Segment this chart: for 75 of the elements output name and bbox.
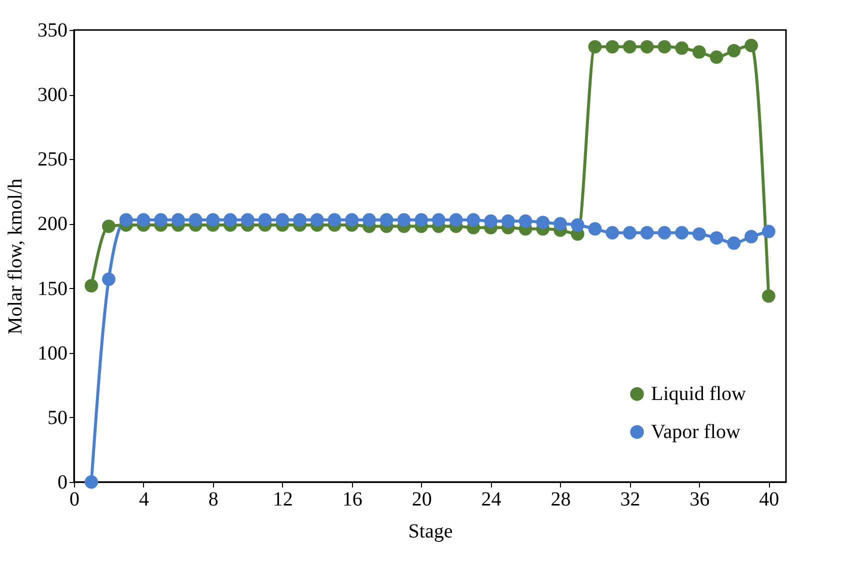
- point: [518, 214, 532, 228]
- point: [727, 236, 741, 250]
- point: [640, 226, 654, 240]
- x-tick-label: 32: [620, 488, 640, 510]
- y-tick-label: 100: [38, 342, 68, 364]
- x-axis-title: Stage: [408, 520, 453, 542]
- point: [102, 220, 116, 233]
- point: [675, 41, 689, 55]
- point: [640, 40, 654, 54]
- point: [710, 50, 724, 64]
- point: [744, 38, 758, 52]
- point: [362, 213, 376, 227]
- y-tick-label: 300: [38, 84, 68, 106]
- point: [188, 213, 202, 227]
- y-tick-label: 200: [38, 213, 68, 236]
- x-tick-label: 28: [550, 488, 571, 510]
- x-tick-label: 24: [481, 488, 502, 510]
- point: [449, 213, 463, 227]
- point: [588, 40, 602, 54]
- y-tick-label: 250: [38, 148, 68, 171]
- x-tick-label: 8: [208, 488, 218, 510]
- point: [258, 213, 272, 227]
- legend-label: Liquid flow: [651, 383, 747, 405]
- point: [276, 213, 290, 227]
- point: [84, 475, 98, 489]
- x-tick-label: 36: [690, 488, 710, 510]
- y-tick-label: 0: [58, 472, 68, 494]
- point: [762, 224, 776, 238]
- point: [397, 213, 411, 227]
- point: [484, 214, 498, 228]
- point: [171, 213, 185, 227]
- point: [432, 213, 446, 227]
- point: [119, 213, 133, 227]
- point: [675, 226, 689, 240]
- point: [710, 231, 724, 245]
- point: [536, 216, 550, 230]
- point: [501, 214, 515, 228]
- point: [240, 213, 254, 227]
- x-tick-label: 4: [138, 488, 149, 510]
- point: [658, 226, 672, 240]
- point: [692, 45, 706, 59]
- point: [588, 222, 602, 236]
- y-tick-label: 350: [38, 20, 68, 42]
- y-tick-label: 50: [48, 406, 68, 429]
- point: [466, 213, 480, 227]
- point: [414, 213, 428, 227]
- point: [154, 213, 168, 227]
- point: [206, 213, 220, 227]
- point: [554, 217, 567, 230]
- x-tick-label: 20: [412, 488, 432, 510]
- point: [102, 272, 116, 286]
- point: [136, 213, 150, 227]
- y-axis-title: Molar flow, kmol/h: [4, 178, 26, 334]
- x-tick-label: 12: [272, 488, 293, 510]
- y-tick-label: 150: [38, 278, 68, 300]
- point: [623, 40, 636, 54]
- point: [293, 213, 306, 227]
- point: [606, 226, 620, 240]
- point: [84, 279, 98, 292]
- point: [692, 227, 706, 241]
- point: [380, 213, 394, 227]
- point: [727, 44, 741, 58]
- point: [658, 40, 672, 54]
- point: [570, 218, 584, 232]
- x-tick-label: 16: [342, 488, 362, 510]
- point: [345, 213, 359, 227]
- legend-label: Vapor flow: [651, 421, 741, 443]
- point: [744, 230, 758, 244]
- point: [328, 213, 342, 227]
- point: [606, 40, 620, 54]
- point: [762, 289, 776, 303]
- point: [224, 213, 237, 227]
- point: [623, 226, 636, 240]
- point: [310, 213, 324, 227]
- x-tick-label: 40: [759, 488, 780, 510]
